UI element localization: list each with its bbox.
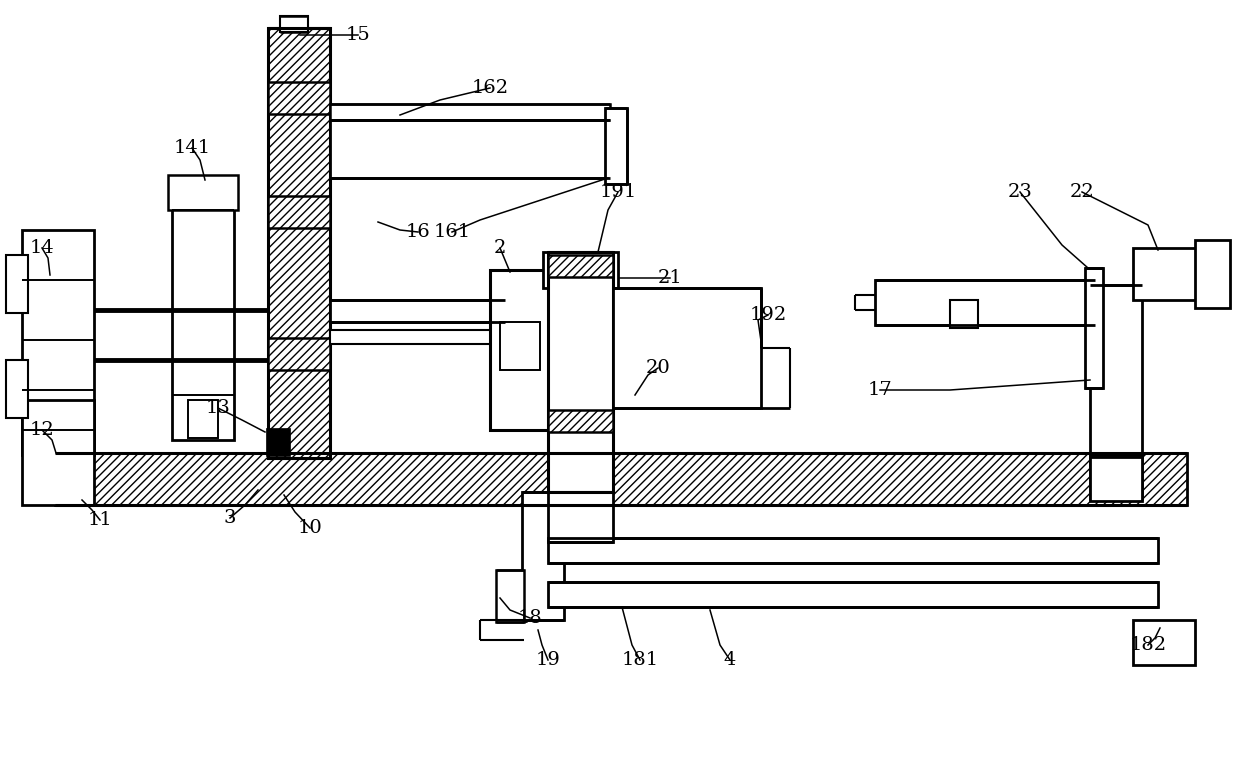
Bar <box>548 410 613 432</box>
Bar <box>500 322 539 370</box>
Bar <box>1090 457 1142 499</box>
Text: 10: 10 <box>298 519 322 537</box>
Bar <box>330 330 505 344</box>
Text: 11: 11 <box>88 511 113 529</box>
Bar <box>950 300 978 328</box>
Bar <box>267 428 290 456</box>
Text: 3: 3 <box>223 509 237 527</box>
Bar <box>496 570 525 622</box>
Text: 162: 162 <box>471 79 508 97</box>
Bar <box>22 230 94 455</box>
Text: 14: 14 <box>30 239 55 257</box>
Bar <box>268 196 330 228</box>
Bar <box>490 368 551 426</box>
Bar <box>55 453 1187 505</box>
Bar <box>330 300 505 322</box>
Bar <box>522 492 564 620</box>
Text: 4: 4 <box>724 651 737 669</box>
Bar <box>490 270 551 430</box>
Text: 2: 2 <box>494 239 506 257</box>
Bar <box>167 175 238 210</box>
Text: 12: 12 <box>30 421 55 439</box>
Bar <box>490 272 551 330</box>
Bar <box>1133 248 1205 300</box>
Bar <box>548 538 1158 563</box>
Bar <box>1090 285 1142 457</box>
Text: 19: 19 <box>536 651 560 669</box>
Text: 17: 17 <box>868 381 893 399</box>
Bar <box>548 255 613 277</box>
Text: 16: 16 <box>405 223 430 241</box>
Bar <box>548 255 613 283</box>
Text: 21: 21 <box>657 269 682 287</box>
Bar <box>548 252 613 492</box>
Bar <box>1085 268 1104 388</box>
Text: 161: 161 <box>434 223 470 241</box>
Bar <box>548 582 1158 607</box>
Bar <box>1133 620 1195 665</box>
Bar <box>330 104 610 120</box>
Text: 181: 181 <box>621 651 658 669</box>
Text: 191: 191 <box>599 183 636 201</box>
Text: 15: 15 <box>346 26 371 44</box>
Bar <box>875 280 1095 325</box>
Bar <box>280 16 308 32</box>
Text: 18: 18 <box>517 609 542 627</box>
Text: 141: 141 <box>174 139 211 157</box>
Bar <box>613 288 761 408</box>
Bar <box>1138 252 1203 294</box>
Bar <box>548 492 613 542</box>
Text: 13: 13 <box>206 399 231 417</box>
Text: 192: 192 <box>749 306 786 324</box>
Bar <box>1195 240 1230 308</box>
Text: 23: 23 <box>1008 183 1033 201</box>
Bar <box>1090 455 1142 501</box>
Bar <box>188 400 218 438</box>
Bar <box>172 185 234 440</box>
Bar <box>22 400 94 505</box>
Text: 20: 20 <box>646 359 671 377</box>
Bar <box>543 252 618 288</box>
Bar <box>330 120 610 178</box>
Text: 182: 182 <box>1130 636 1167 654</box>
Bar <box>6 255 29 313</box>
Bar <box>605 108 627 184</box>
Text: 22: 22 <box>1070 183 1095 201</box>
Bar <box>268 28 330 458</box>
Bar <box>268 338 330 370</box>
Bar <box>6 360 29 418</box>
Bar <box>268 82 330 114</box>
